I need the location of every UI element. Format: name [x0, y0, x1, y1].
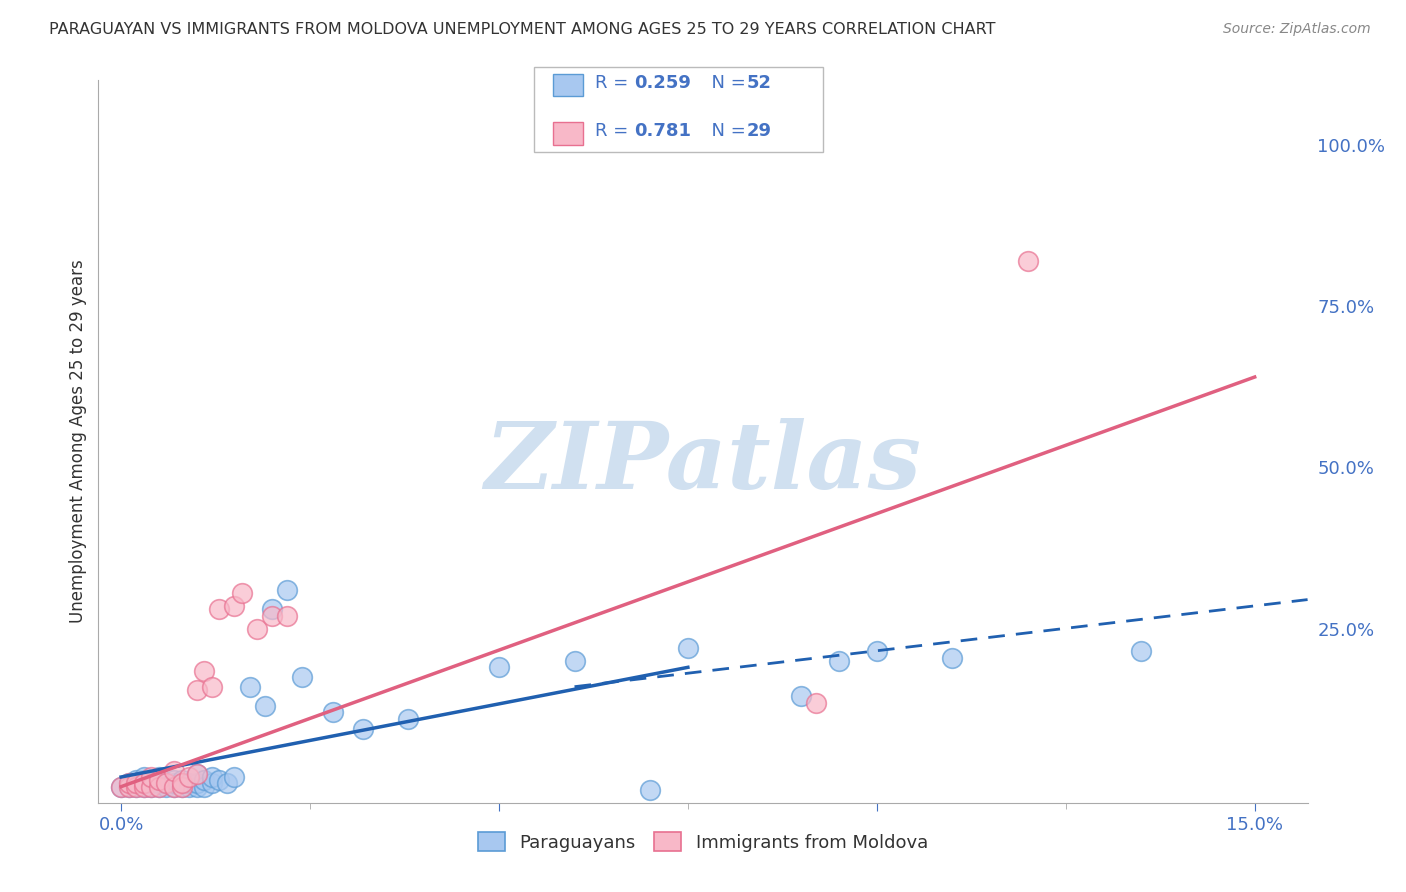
Point — [170, 776, 193, 790]
Point — [231, 586, 253, 600]
Text: PARAGUAYAN VS IMMIGRANTS FROM MOLDOVA UNEMPLOYMENT AMONG AGES 25 TO 29 YEARS COR: PARAGUAYAN VS IMMIGRANTS FROM MOLDOVA UN… — [49, 22, 995, 37]
Point — [828, 654, 851, 668]
Point — [125, 776, 148, 790]
Point — [141, 773, 163, 788]
Point — [276, 582, 298, 597]
Text: N =: N = — [700, 74, 752, 92]
Point — [215, 776, 238, 790]
Point — [132, 776, 155, 790]
Point — [125, 780, 148, 794]
Point — [676, 640, 699, 655]
Text: 0.259: 0.259 — [634, 74, 690, 92]
Point — [125, 773, 148, 788]
Point — [246, 622, 269, 636]
Point — [262, 602, 284, 616]
Point — [941, 650, 963, 665]
Point — [224, 599, 246, 613]
Point — [125, 776, 148, 790]
Point — [396, 712, 419, 726]
Point — [322, 706, 344, 720]
Point — [170, 773, 193, 788]
Point — [201, 770, 224, 784]
Text: R =: R = — [595, 74, 634, 92]
Point — [208, 602, 231, 616]
Point — [564, 654, 586, 668]
Point — [155, 780, 177, 794]
Point — [110, 780, 132, 794]
Text: ZIPatlas: ZIPatlas — [485, 418, 921, 508]
Point — [790, 690, 813, 704]
Point — [179, 776, 201, 790]
Point — [118, 776, 141, 790]
Point — [141, 776, 163, 790]
Point — [352, 722, 374, 736]
Point — [118, 780, 141, 794]
Point — [163, 764, 186, 778]
Point — [186, 766, 208, 780]
Point — [163, 780, 186, 794]
Text: R =: R = — [595, 122, 634, 140]
Point — [148, 780, 170, 794]
Text: 52: 52 — [747, 74, 772, 92]
Text: 29: 29 — [747, 122, 772, 140]
Point — [132, 780, 155, 794]
Point — [125, 780, 148, 794]
Point — [291, 670, 314, 684]
Point — [141, 770, 163, 784]
Point — [179, 770, 201, 784]
Point — [276, 608, 298, 623]
Point — [224, 770, 246, 784]
Point — [163, 776, 186, 790]
Point — [170, 780, 193, 794]
Point — [141, 780, 163, 794]
Point — [1130, 644, 1153, 658]
Point — [186, 682, 208, 697]
Point — [141, 780, 163, 794]
Point — [179, 780, 201, 794]
Point — [208, 773, 231, 788]
Y-axis label: Unemployment Among Ages 25 to 29 years: Unemployment Among Ages 25 to 29 years — [69, 260, 87, 624]
Point — [186, 780, 208, 794]
Point — [193, 773, 215, 788]
Point — [193, 664, 215, 678]
Point — [148, 776, 170, 790]
Point — [170, 780, 193, 794]
Point — [201, 776, 224, 790]
Point — [118, 776, 141, 790]
Point — [201, 680, 224, 694]
Text: N =: N = — [700, 122, 752, 140]
Point — [118, 780, 141, 794]
Point — [163, 780, 186, 794]
Point — [1017, 254, 1039, 268]
Point — [148, 780, 170, 794]
Point — [148, 773, 170, 788]
Legend: Paraguayans, Immigrants from Moldova: Paraguayans, Immigrants from Moldova — [471, 825, 935, 859]
Point — [488, 660, 510, 674]
Point — [253, 699, 276, 714]
Point — [132, 770, 155, 784]
Point — [806, 696, 828, 710]
Point — [193, 780, 215, 794]
Point — [132, 773, 155, 788]
Point — [132, 780, 155, 794]
Point — [239, 680, 262, 694]
Point — [132, 776, 155, 790]
Text: Source: ZipAtlas.com: Source: ZipAtlas.com — [1223, 22, 1371, 37]
Point — [186, 766, 208, 780]
Point — [155, 776, 177, 790]
Point — [155, 776, 177, 790]
Point — [262, 608, 284, 623]
Point — [148, 770, 170, 784]
Point — [186, 776, 208, 790]
Point — [110, 780, 132, 794]
Point — [163, 773, 186, 788]
Text: 0.781: 0.781 — [634, 122, 692, 140]
Point — [866, 644, 889, 658]
Point — [638, 783, 661, 797]
